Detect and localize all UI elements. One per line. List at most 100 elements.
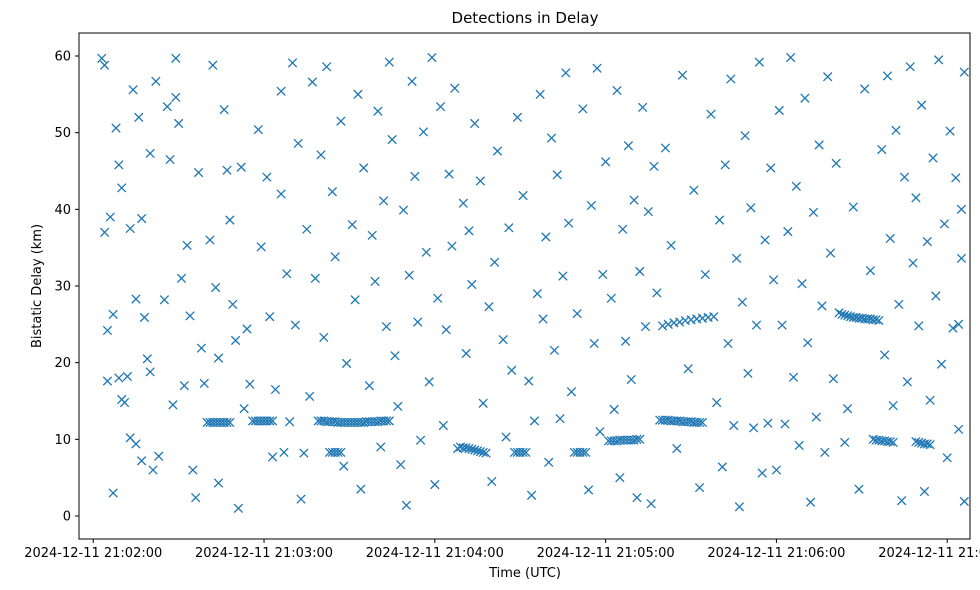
data-point [737,297,747,307]
data-point [213,478,224,488]
data-point [694,417,705,428]
data-point [888,400,898,411]
data-point [706,109,716,119]
y-axis-label: Bistatic Delay (km) [30,224,45,348]
data-point [427,52,437,63]
data-point [487,476,497,487]
data-point [378,196,389,206]
data-point [626,374,636,385]
data-point [265,416,275,426]
data-point [433,293,443,303]
data-point [897,496,907,506]
data-point [441,325,451,335]
data-point [899,172,910,182]
data-point [390,351,400,361]
data-point [538,314,548,324]
data-point [478,398,488,408]
data-point [464,226,474,236]
data-point [262,172,272,182]
data-point [831,158,841,168]
data-point [783,226,793,237]
data-point [171,53,181,63]
data-point [885,436,895,447]
x-axis: 2024-12-11 21:02:00 2024-12-11 21:03:00 20… [24,539,980,561]
data-point [731,253,742,264]
data-point [276,86,286,96]
data-point [117,183,127,193]
data-point [210,282,221,293]
data-point [791,181,802,191]
data-point [131,294,141,304]
data-point [111,123,121,133]
data-point [290,320,301,330]
data-point [541,232,551,242]
data-point [398,205,409,215]
data-point [842,311,853,321]
data-point [381,416,392,426]
data-point [447,241,457,251]
data-point [877,144,887,155]
data-point [709,312,719,322]
data-point [504,223,514,233]
axes-background [79,33,970,539]
data-point [256,242,266,252]
data-point [236,162,246,172]
data-point [786,52,796,63]
data-point [842,404,853,414]
data-point [620,336,631,346]
data-point [660,143,671,153]
data-point [825,248,836,258]
data-point [552,170,562,180]
y-tick-label: 40 [54,203,71,218]
data-point [914,437,924,448]
data-point [418,127,429,137]
data-point [518,190,528,201]
data-point [364,381,375,391]
data-point [729,420,739,431]
data-point [780,419,790,429]
data-point [714,215,725,225]
data-point [168,400,178,410]
data-point [99,227,110,237]
x-tick-label: 2024-12-11 21:03:00 [195,546,333,561]
data-point [592,63,602,73]
data-point [763,418,773,428]
data-point [677,70,688,80]
data-point [347,220,357,230]
data-point [566,387,577,397]
data-point [444,169,454,179]
data-point [595,427,605,437]
data-point [122,371,133,382]
data-point [376,442,386,452]
data-point [108,309,118,320]
data-point [139,312,150,323]
data-point [697,417,708,428]
data-point [905,62,915,72]
data-point [245,379,255,389]
data-point [136,456,147,466]
data-point [302,224,312,234]
data-point [435,101,446,112]
data-point [840,437,850,448]
data-point [860,84,870,94]
data-point [911,193,921,203]
data-point [526,490,537,500]
data-point [598,269,608,280]
data-point [114,160,124,170]
data-point [321,62,332,72]
data-point [199,378,209,389]
data-point [740,131,750,141]
data-point [492,146,503,156]
data-point [267,416,278,426]
data-point [777,320,787,330]
data-point [179,381,189,391]
data-point [748,423,759,433]
data-point [674,317,685,327]
data-point [632,492,642,503]
data-point [99,60,110,70]
data-point [173,118,184,129]
data-point [413,317,423,327]
data-point [834,308,844,318]
chart-title: Detections in Delay [452,9,599,27]
